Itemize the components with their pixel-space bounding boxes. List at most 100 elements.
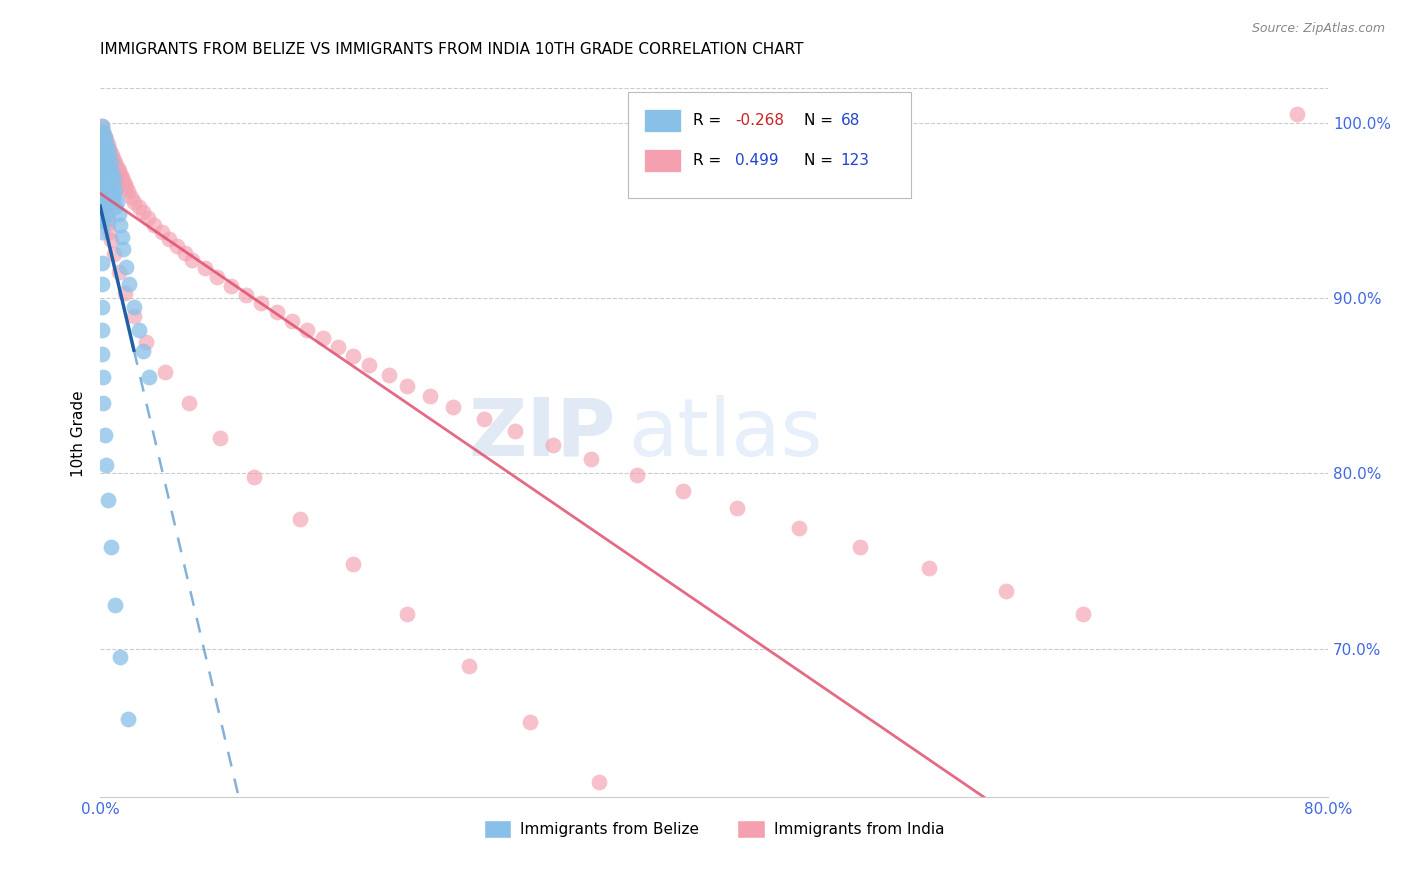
Point [503,425,526,439]
Point [93,156,115,170]
Point [97,212,120,227]
Point [90,136,112,151]
Point [994,583,1017,598]
Point [91,134,114,148]
Point [93,427,115,442]
Legend: Immigrants from Belize, Immigrants from India: Immigrants from Belize, Immigrants from … [478,814,950,845]
Point [250,296,273,310]
Point [96,154,118,169]
Point [117,712,139,726]
Point [90,120,112,134]
Point [93,165,115,179]
Text: atlas: atlas [628,395,823,473]
Point [90,140,112,154]
Point [111,170,134,185]
Point [97,142,120,156]
Point [97,178,120,192]
Point [96,136,118,151]
Point [108,650,131,665]
Point [90,203,112,218]
Point [98,142,121,156]
Point [114,178,136,192]
Point [90,151,112,165]
Point [90,163,112,178]
Point [91,194,114,209]
Point [103,172,125,186]
Point [90,125,112,139]
Point [93,198,115,212]
Point [142,218,165,232]
Point [122,300,145,314]
Point [132,343,155,358]
Point [787,521,810,535]
Point [208,431,231,445]
Point [103,247,125,261]
Point [97,194,120,209]
Point [342,349,364,363]
Point [104,156,127,170]
Point [105,160,128,174]
Point [150,225,173,239]
Point [97,492,120,507]
Point [91,370,114,384]
Point [91,125,114,139]
Point [342,558,364,572]
Point [90,225,112,239]
Point [288,512,311,526]
Point [90,323,112,337]
Point [100,145,122,160]
Point [266,305,288,319]
Point [90,172,112,186]
Point [90,277,112,292]
Point [105,194,128,209]
Point [93,183,115,197]
Text: N =: N = [804,113,838,128]
Point [115,181,138,195]
Text: R =: R = [693,113,727,128]
Point [100,172,122,186]
Point [242,470,264,484]
Point [581,452,603,467]
Text: Source: ZipAtlas.com: Source: ZipAtlas.com [1251,22,1385,36]
Point [91,142,114,156]
Point [93,147,115,161]
Point [97,216,120,230]
Point [235,287,257,301]
Point [115,260,138,274]
Text: 68: 68 [841,113,860,128]
Point [396,607,419,621]
Point [104,598,127,612]
Point [91,125,114,139]
Point [97,136,120,151]
Point [90,193,112,207]
Text: 123: 123 [841,153,870,168]
Point [97,160,120,174]
Point [112,242,135,256]
Point [103,189,125,203]
Point [90,300,112,314]
Point [101,149,124,163]
Point [128,200,150,214]
Point [173,245,195,260]
Text: -0.268: -0.268 [735,113,785,128]
Point [96,207,118,221]
Point [96,142,118,156]
Point [297,323,319,337]
Point [103,161,125,176]
Point [112,174,135,188]
Point [90,161,112,176]
Point [91,151,114,165]
Point [181,252,204,267]
Point [136,211,159,225]
Y-axis label: 10th Grade: 10th Grade [72,391,86,477]
Point [98,151,121,165]
Point [193,261,215,276]
Point [98,147,121,161]
Point [128,323,150,337]
Point [96,172,118,186]
Point [179,396,201,410]
Point [96,134,118,148]
Point [519,715,541,730]
Point [107,265,129,279]
Point [122,194,145,209]
